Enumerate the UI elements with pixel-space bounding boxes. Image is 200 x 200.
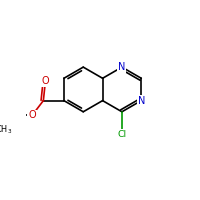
Text: N: N <box>118 62 126 72</box>
Text: CH$_3$: CH$_3$ <box>0 124 12 136</box>
Text: Cl: Cl <box>117 130 126 139</box>
Text: O: O <box>42 76 49 86</box>
Text: O: O <box>28 110 36 120</box>
Text: N: N <box>138 96 145 106</box>
